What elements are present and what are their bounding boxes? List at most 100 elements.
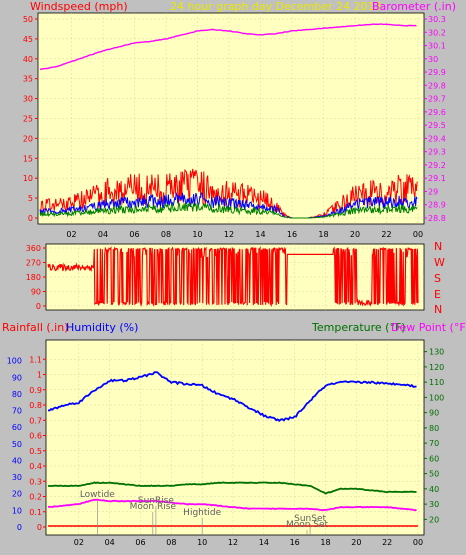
wind-gust-series xyxy=(39,168,418,219)
rainfall-tick-label: 0 xyxy=(37,523,42,532)
rainfall-tick-label: 0.2 xyxy=(29,493,42,502)
barometer-tick-label: 28.8 xyxy=(428,214,446,223)
compass-s: S xyxy=(434,272,441,285)
conditions-time-tick-label: 14 xyxy=(259,538,269,547)
rainfall-tick-label: 0.9 xyxy=(29,386,42,395)
annotation-label: Hightide xyxy=(183,508,221,518)
conditions-time-tick-label: 12 xyxy=(228,538,238,547)
temperature-tick-label: 40 xyxy=(429,485,439,494)
dewpoint-series xyxy=(47,498,417,512)
temperature-title: Temperature (°F) xyxy=(311,321,406,334)
windspeed-tick-label: 35 xyxy=(23,75,33,84)
compass-n-bottom: N xyxy=(434,303,442,316)
wind-time-tick-label: 16 xyxy=(287,230,297,239)
rainfall-tick-label: 1.1 xyxy=(29,355,42,364)
rainfall-tick-label: 0.3 xyxy=(29,477,42,486)
conditions-time-tick-label: 04 xyxy=(105,538,115,547)
temperature-tick-label: 60 xyxy=(429,454,439,463)
conditions-time-tick-label: 20 xyxy=(351,538,361,547)
wind-direction-series xyxy=(47,245,419,308)
conditions-time-tick-label: 18 xyxy=(320,538,330,547)
temperature-tick-label: 130 xyxy=(429,348,444,357)
conditions-time-tick-label: 02 xyxy=(74,538,84,547)
direction-tick-label: 360 xyxy=(26,244,41,253)
temperature-tick-label: 90 xyxy=(429,409,439,418)
wind-time-tick-label: 20 xyxy=(350,230,360,239)
windspeed-tick-label: 40 xyxy=(23,55,33,64)
barometer-tick-label: 30.1 xyxy=(428,42,446,51)
barometer-tick-label: 29.1 xyxy=(428,174,446,183)
windspeed-tick-label: 45 xyxy=(23,35,33,44)
wind-time-tick-label: 14 xyxy=(255,230,265,239)
annotation-label: Moon Rise xyxy=(130,502,177,512)
temperature-tick-label: 70 xyxy=(429,439,439,448)
windspeed-tick-label: 15 xyxy=(23,154,33,163)
wind-time-tick-label: 12 xyxy=(224,230,234,239)
temperature-tick-label: 100 xyxy=(429,393,444,402)
temperature-tick-label: 50 xyxy=(429,470,439,479)
annotation-label: SunSet xyxy=(294,514,326,524)
conditions-time-tick-label: 16 xyxy=(290,538,300,547)
conditions-time-axis: 02 04 06 08 10 12 14 16 18 20 22 00 xyxy=(74,538,423,547)
conditions-plot-area xyxy=(45,339,425,536)
conditions-time-tick-label: 08 xyxy=(166,538,176,547)
temperature-axis: 20 30 40 50 60 70 80 90 100 110 120 130 xyxy=(424,348,444,524)
windspeed-title: Windspeed (mph) xyxy=(30,0,128,13)
humidity-tick-label: 60 xyxy=(12,423,22,432)
wind-time-tick-label: 08 xyxy=(161,230,171,239)
compass-w: W xyxy=(434,256,445,269)
windspeed-tick-label: 5 xyxy=(28,194,33,203)
temperature-tick-label: 80 xyxy=(429,424,439,433)
temperature-series xyxy=(47,481,417,495)
wind-time-tick-label: 06 xyxy=(129,230,139,239)
rainfall-tick-label: 0.4 xyxy=(29,462,42,471)
wind-low-series xyxy=(39,202,418,219)
temperature-tick-label: 30 xyxy=(429,500,439,509)
humidity-tick-label: 90 xyxy=(12,373,22,382)
windspeed-tick-label: 25 xyxy=(23,115,33,124)
humidity-title: Humidity (%) xyxy=(66,321,138,334)
barometer-tick-label: 29.3 xyxy=(428,148,446,157)
barometer-tick-label: 29 xyxy=(428,187,438,196)
humidity-tick-label: 40 xyxy=(12,456,22,465)
barometer-tick-label: 29.2 xyxy=(428,161,446,170)
rainfall-tick-label: 0.6 xyxy=(29,432,42,441)
windspeed-tick-label: 30 xyxy=(23,95,33,104)
graph-title: 24 hour graph day December 24 2013 xyxy=(170,0,382,13)
windspeed-tick-label: 10 xyxy=(23,174,33,183)
direction-axis: 0 90 180 270 360 xyxy=(26,244,46,311)
direction-tick-label: 0 xyxy=(36,302,41,311)
rainfall-tick-label: 0.7 xyxy=(29,416,42,425)
humidity-tick-label: 50 xyxy=(12,440,22,449)
conditions-time-tick-label: 22 xyxy=(382,538,392,547)
barometer-tick-label: 28.9 xyxy=(428,201,446,210)
wind-time-tick-label: 00 xyxy=(413,230,423,239)
rainfall-tick-label: 0.5 xyxy=(29,447,42,456)
conditions-time-tick-label: 10 xyxy=(197,538,207,547)
conditions-time-tick-label: 06 xyxy=(135,538,145,547)
humidity-tick-label: 30 xyxy=(12,473,22,482)
barometer-tick-label: 29.5 xyxy=(428,121,446,130)
windspeed-tick-label: 20 xyxy=(23,134,33,143)
rainfall-tick-label: 0.1 xyxy=(29,508,42,517)
wind-time-tick-label: 10 xyxy=(192,230,202,239)
direction-tick-label: 90 xyxy=(31,288,41,297)
humidity-tick-label: 70 xyxy=(12,407,22,416)
windspeed-tick-label: 0 xyxy=(28,214,33,223)
humidity-series xyxy=(47,371,417,422)
rainfall-tick-label: 1 xyxy=(37,371,42,380)
humidity-tick-label: 0 xyxy=(17,523,22,532)
conditions-time-tick-label: 00 xyxy=(413,538,423,547)
rainfall-title: Rainfall (.in) xyxy=(2,321,69,334)
rainfall-tick-label: 0.8 xyxy=(29,401,42,410)
wind-time-tick-label: 18 xyxy=(318,230,328,239)
barometer-title: Barometer (.in) xyxy=(372,0,456,13)
barometer-tick-label: 30 xyxy=(428,55,438,64)
annotation-label: Lowtide xyxy=(80,490,115,500)
windspeed-tick-label: 50 xyxy=(23,15,33,24)
humidity-tick-label: 100 xyxy=(7,357,22,366)
compass-n-top: N xyxy=(434,240,442,253)
compass-e: E xyxy=(434,288,441,301)
temperature-tick-label: 110 xyxy=(429,378,444,387)
